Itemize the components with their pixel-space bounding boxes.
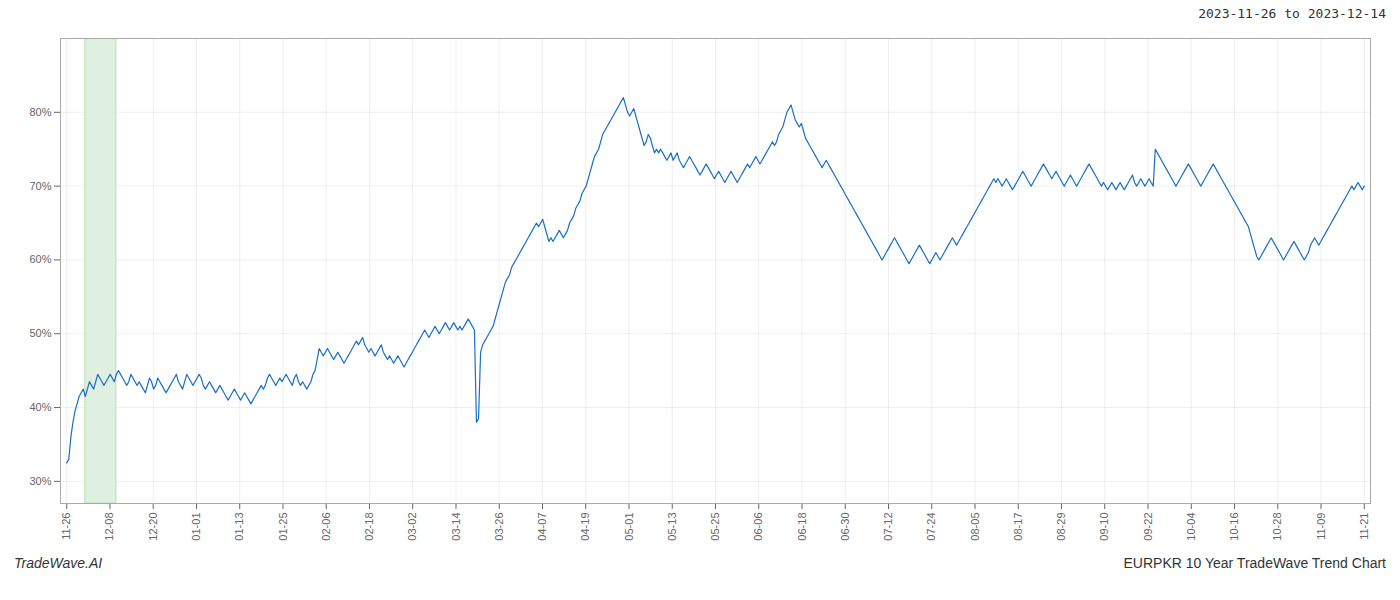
svg-text:08-29: 08-29 bbox=[1055, 513, 1067, 541]
svg-text:01-01: 01-01 bbox=[190, 513, 202, 541]
svg-text:70%: 70% bbox=[29, 180, 51, 192]
svg-text:08-17: 08-17 bbox=[1012, 513, 1024, 541]
html-text:2023-11-26 to 2023-12-14: 2023-11-26 to 2023-12-14 bbox=[1198, 6, 1386, 21]
svg-text:11-09: 11-09 bbox=[1315, 513, 1327, 540]
svg-text:03-26: 03-26 bbox=[493, 513, 505, 541]
html-text:EURPKR 10 Year TradeWave Trend: EURPKR 10 Year TradeWave Trend Chart bbox=[1123, 555, 1386, 571]
svg-text:80%: 80% bbox=[29, 106, 51, 118]
html-text:TradeWave.AI: TradeWave.AI bbox=[14, 555, 103, 571]
svg-text:10-16: 10-16 bbox=[1228, 513, 1240, 541]
svg-text:05-13: 05-13 bbox=[666, 513, 678, 541]
svg-text:02-06: 02-06 bbox=[320, 513, 332, 541]
svg-text:08-05: 08-05 bbox=[969, 513, 981, 541]
svg-text:30%: 30% bbox=[29, 475, 51, 487]
svg-text:02-18: 02-18 bbox=[363, 513, 375, 541]
svg-text:10-04: 10-04 bbox=[1185, 513, 1197, 541]
svg-text:12-20: 12-20 bbox=[147, 513, 159, 541]
svg-text:07-12: 07-12 bbox=[882, 513, 894, 541]
svg-text:09-10: 09-10 bbox=[1098, 513, 1110, 541]
svg-text:01-25: 01-25 bbox=[276, 513, 288, 541]
svg-text:09-22: 09-22 bbox=[1142, 513, 1154, 541]
svg-text:05-01: 05-01 bbox=[623, 513, 635, 541]
svg-text:12-08: 12-08 bbox=[103, 513, 115, 541]
svg-text:06-30: 06-30 bbox=[839, 513, 851, 541]
svg-text:05-25: 05-25 bbox=[709, 513, 721, 541]
svg-text:60%: 60% bbox=[29, 253, 51, 265]
svg-text:07-24: 07-24 bbox=[925, 513, 937, 541]
svg-text:40%: 40% bbox=[29, 401, 51, 413]
svg-text:10-28: 10-28 bbox=[1271, 513, 1283, 541]
svg-text:03-02: 03-02 bbox=[406, 513, 418, 541]
svg-text:50%: 50% bbox=[29, 327, 51, 339]
svg-text:06-06: 06-06 bbox=[752, 513, 764, 541]
svg-text:06-18: 06-18 bbox=[796, 513, 808, 541]
svg-text:04-07: 04-07 bbox=[536, 513, 548, 541]
svg-text:03-14: 03-14 bbox=[450, 513, 462, 541]
svg-text:11-26: 11-26 bbox=[60, 513, 72, 540]
svg-text:04-19: 04-19 bbox=[579, 513, 591, 541]
svg-text:11-21: 11-21 bbox=[1358, 513, 1370, 540]
svg-text:01-13: 01-13 bbox=[233, 513, 245, 541]
